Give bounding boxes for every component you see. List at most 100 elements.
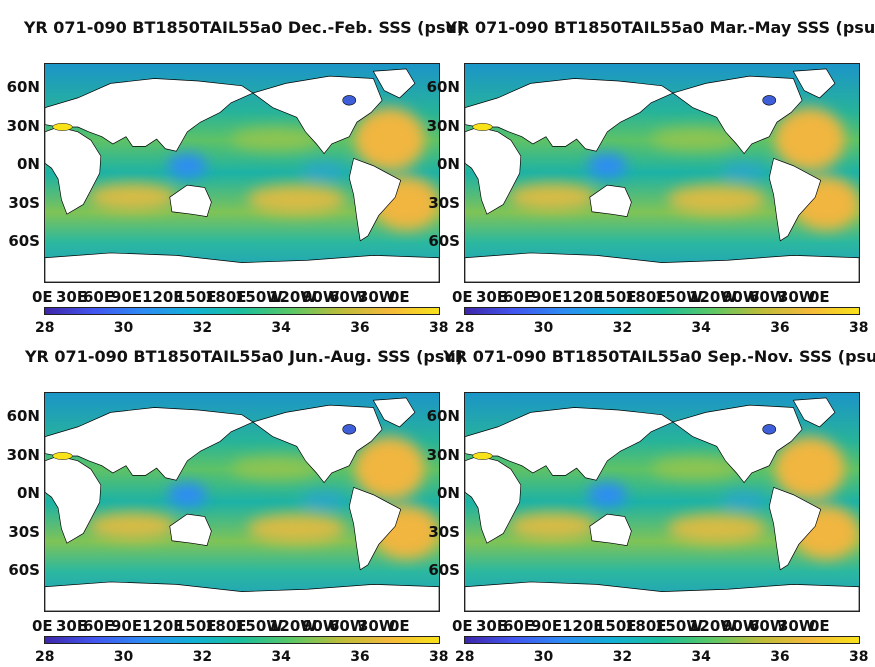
lon-label: 180E [625,617,667,635]
lon-label: 120W [689,617,737,635]
land-mass [589,184,632,218]
lon-label: 120E [142,288,184,306]
land-mass [45,455,102,544]
land-mass [45,78,254,152]
lat-label: 30S [8,523,40,541]
colorbar-tick: 28 [35,649,55,665]
colorbar-tick: 36 [350,320,370,336]
colorbar [44,307,440,315]
hudson-bay [342,424,357,435]
lon-label: 60W [329,288,367,306]
colorbar-tick: 34 [271,649,291,665]
land-mass [45,581,439,611]
lat-label: 30N [426,446,460,464]
lon-label: 120W [689,288,737,306]
lon-label: 30W [358,288,396,306]
mediterranean [472,123,493,131]
colorbar-tick: 38 [429,320,449,336]
map-panel-jja: YR 071-090 BT1850TAIL55a0 Jun.-Aug. SSS … [7,347,464,667]
colorbar-tick: 30 [113,649,134,665]
lon-label: 0E [32,288,53,306]
land-mass [465,126,522,215]
lat-label: 0N [437,155,460,173]
land-mass [372,68,416,99]
colorbar-tick: 38 [849,649,869,665]
lat-label: 60S [428,232,460,250]
panel-title: YR 071-090 BT1850TAIL55a0 Dec.-Feb. SSS … [23,18,465,37]
land-mass [169,513,212,547]
lon-label: 90E [111,617,143,635]
land-mass [372,397,416,428]
lat-label: 60N [6,78,40,96]
lat-label: 60N [426,78,460,96]
panel-title: YR 071-090 BT1850TAIL55a0 Jun.-Aug. SSS … [24,347,464,366]
land-mass [169,184,212,218]
lon-label: 30E [476,617,508,635]
colorbar [44,636,440,644]
lon-label: 90E [111,288,143,306]
map-area [464,392,860,612]
lon-label: 120E [142,617,184,635]
land-mass [792,68,836,99]
colorbar-tick: 34 [691,320,711,336]
land-mass [792,397,836,428]
colorbar-tick: 36 [770,649,790,665]
lon-label: 180E [205,617,247,635]
lon-label: 60E [83,617,115,635]
lon-label: 150W [235,288,283,306]
lon-label: 30E [476,288,508,306]
colorbar-tick: 32 [192,320,213,336]
lon-label: 120W [269,617,317,635]
hudson-bay [762,95,777,106]
lon-label: 150E [595,617,637,635]
lon-label: 30E [56,288,88,306]
lon-label: 0E [389,617,410,635]
land-mass [45,126,102,215]
lon-label: 180E [205,288,247,306]
lon-label: 60W [749,617,787,635]
lon-label: 60E [503,617,535,635]
land-mass [465,407,674,481]
lon-label: 150E [175,617,217,635]
lon-label: 90W [722,288,760,306]
lon-label: 0E [452,617,473,635]
land-mass [45,252,439,282]
colorbar-tick: 32 [192,649,213,665]
lat-label: 30N [6,446,40,464]
lon-label: 30W [778,617,816,635]
lat-label: 60S [8,232,40,250]
lon-label: 120W [269,288,317,306]
colorbar-tick: 28 [455,320,475,336]
lon-label: 90W [302,288,340,306]
colorbar-tick: 34 [271,320,291,336]
lon-label: 90W [302,617,340,635]
lon-label: 150W [655,288,703,306]
map-area [44,63,440,283]
lat-label: 30N [6,117,40,135]
lat-label: 30N [426,117,460,135]
land-mass [465,581,859,611]
lon-label: 180E [625,288,667,306]
lon-label: 90W [722,617,760,635]
land-mass [768,486,822,571]
land-mass [45,407,254,481]
mediterranean [52,452,73,460]
land-mass [465,455,522,544]
colorbar [464,307,860,315]
land-mass [589,513,632,547]
panel-title: YR 071-090 BT1850TAIL55a0 Mar.-May SSS (… [445,18,875,37]
lon-label: 60W [329,617,367,635]
colorbar-tick: 30 [533,320,554,336]
lat-label: 60S [428,561,460,579]
lon-label: 90E [531,617,563,635]
land-mass [768,157,822,242]
colorbar-tick: 36 [350,649,370,665]
land-mass [348,157,402,242]
map-panel-mam: YR 071-090 BT1850TAIL55a0 Mar.-May SSS (… [427,18,875,338]
land-mass [465,78,674,152]
colorbar-tick: 30 [533,649,554,665]
lat-label: 30S [428,194,460,212]
lon-label: 60W [749,288,787,306]
map-panel-son: YR 071-090 BT1850TAIL55a0 Sep.-Nov. SSS … [427,347,875,667]
lon-label: 150W [655,617,703,635]
